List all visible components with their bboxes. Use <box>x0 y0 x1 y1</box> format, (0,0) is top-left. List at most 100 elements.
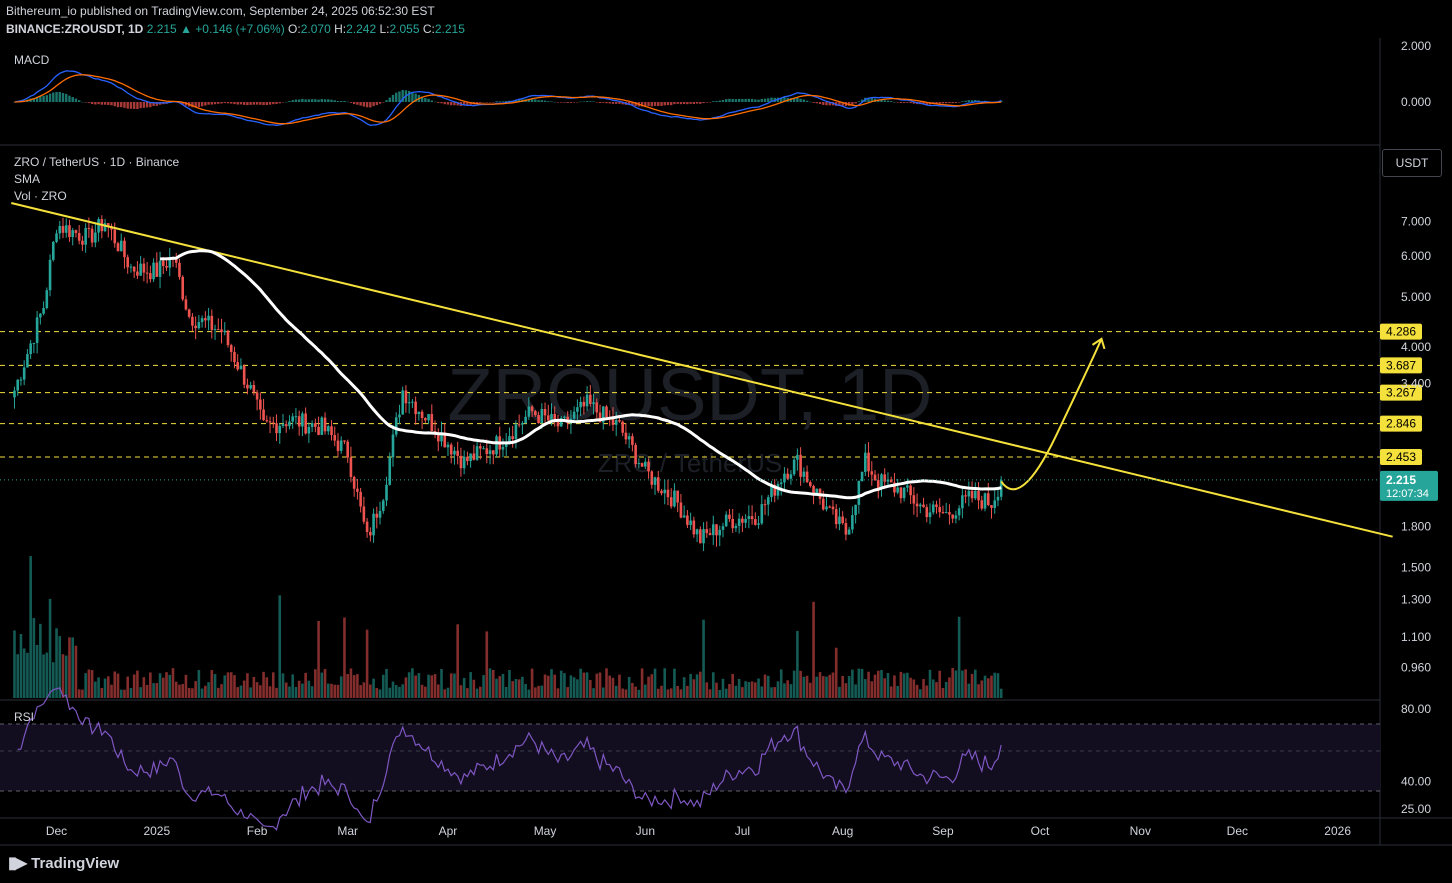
candle[interactable] <box>430 414 434 432</box>
candle[interactable] <box>676 490 679 503</box>
candle[interactable] <box>886 479 890 482</box>
candle[interactable] <box>715 524 718 536</box>
candle[interactable] <box>760 504 764 524</box>
candle[interactable] <box>734 525 738 529</box>
candle[interactable] <box>479 446 482 449</box>
candle[interactable] <box>294 416 298 418</box>
candle[interactable] <box>589 394 592 404</box>
candle[interactable] <box>320 417 324 435</box>
candle[interactable] <box>653 477 657 485</box>
candle[interactable] <box>559 417 563 427</box>
candle[interactable] <box>84 228 87 245</box>
candle[interactable] <box>26 354 29 368</box>
candle[interactable] <box>35 317 39 343</box>
candle[interactable] <box>181 276 184 300</box>
candle[interactable] <box>301 413 304 427</box>
candle[interactable] <box>647 461 650 472</box>
candle[interactable] <box>145 272 149 274</box>
candle[interactable] <box>799 454 802 477</box>
candle[interactable] <box>210 315 214 330</box>
candle[interactable] <box>317 426 320 435</box>
candle[interactable] <box>436 434 440 442</box>
candle[interactable] <box>495 436 498 455</box>
candle[interactable] <box>343 440 346 442</box>
candle[interactable] <box>119 240 123 252</box>
candle[interactable] <box>449 444 453 455</box>
candle[interactable] <box>796 454 799 460</box>
candle[interactable] <box>103 223 107 232</box>
candle[interactable] <box>517 424 521 426</box>
candle[interactable] <box>259 399 262 410</box>
candle[interactable] <box>854 504 857 516</box>
candle[interactable] <box>666 489 670 498</box>
candle[interactable] <box>789 474 793 479</box>
candle[interactable] <box>961 495 964 509</box>
candle[interactable] <box>106 223 110 227</box>
candle[interactable] <box>184 299 188 310</box>
candle[interactable] <box>579 401 582 408</box>
candle[interactable] <box>55 233 58 242</box>
candle[interactable] <box>521 423 524 425</box>
candle[interactable] <box>802 471 806 477</box>
candle[interactable] <box>314 423 317 427</box>
candle[interactable] <box>912 495 916 504</box>
candle[interactable] <box>142 263 146 273</box>
candle[interactable] <box>388 457 392 485</box>
candle[interactable] <box>200 318 204 323</box>
candle[interactable] <box>19 379 23 381</box>
candle[interactable] <box>543 408 547 416</box>
symbol[interactable]: BINANCE:ZROUSDT, 1D <box>6 22 144 36</box>
candle[interactable] <box>204 318 207 321</box>
candle[interactable] <box>660 490 663 494</box>
candle[interactable] <box>922 504 925 508</box>
candle[interactable] <box>524 416 527 424</box>
candle[interactable] <box>275 423 278 434</box>
candle[interactable] <box>194 325 197 329</box>
candle[interactable] <box>466 456 469 462</box>
candle[interactable] <box>957 508 961 516</box>
rsi-label[interactable]: RSI <box>14 710 35 724</box>
candle[interactable] <box>692 520 696 535</box>
candle[interactable] <box>77 232 81 241</box>
candle[interactable] <box>304 413 307 434</box>
candle[interactable] <box>851 515 854 530</box>
candle[interactable] <box>288 421 291 427</box>
candle[interactable] <box>398 414 401 418</box>
candle[interactable] <box>883 474 887 482</box>
candle[interactable] <box>689 520 692 525</box>
candle[interactable] <box>197 322 201 329</box>
candle[interactable] <box>763 504 767 506</box>
candle[interactable] <box>990 505 993 508</box>
candle[interactable] <box>656 477 660 491</box>
candle[interactable] <box>831 506 835 510</box>
candle[interactable] <box>168 257 172 268</box>
candle[interactable] <box>699 529 702 544</box>
candle[interactable] <box>986 493 990 506</box>
candle[interactable] <box>815 488 819 494</box>
candle[interactable] <box>925 507 929 518</box>
candle[interactable] <box>857 481 861 505</box>
candle[interactable] <box>996 496 1000 501</box>
candle[interactable] <box>546 415 550 421</box>
candle[interactable] <box>278 425 282 434</box>
candle[interactable] <box>220 329 223 333</box>
candle[interactable] <box>834 509 838 525</box>
candle[interactable] <box>977 490 980 501</box>
candle[interactable] <box>336 440 340 451</box>
candle[interactable] <box>896 487 899 493</box>
candle[interactable] <box>385 484 388 501</box>
currency-button[interactable]: USDT <box>1382 149 1442 177</box>
candle[interactable] <box>475 446 479 460</box>
candle[interactable] <box>51 241 55 260</box>
candle[interactable] <box>614 419 618 425</box>
candle[interactable] <box>255 392 259 400</box>
candle[interactable] <box>126 257 130 268</box>
candle[interactable] <box>534 411 537 416</box>
candle[interactable] <box>326 426 330 432</box>
candle[interactable] <box>443 432 447 448</box>
candle[interactable] <box>702 529 705 544</box>
candle[interactable] <box>876 480 880 489</box>
candle[interactable] <box>90 228 94 243</box>
candle[interactable] <box>964 495 967 497</box>
candle[interactable] <box>928 512 932 518</box>
